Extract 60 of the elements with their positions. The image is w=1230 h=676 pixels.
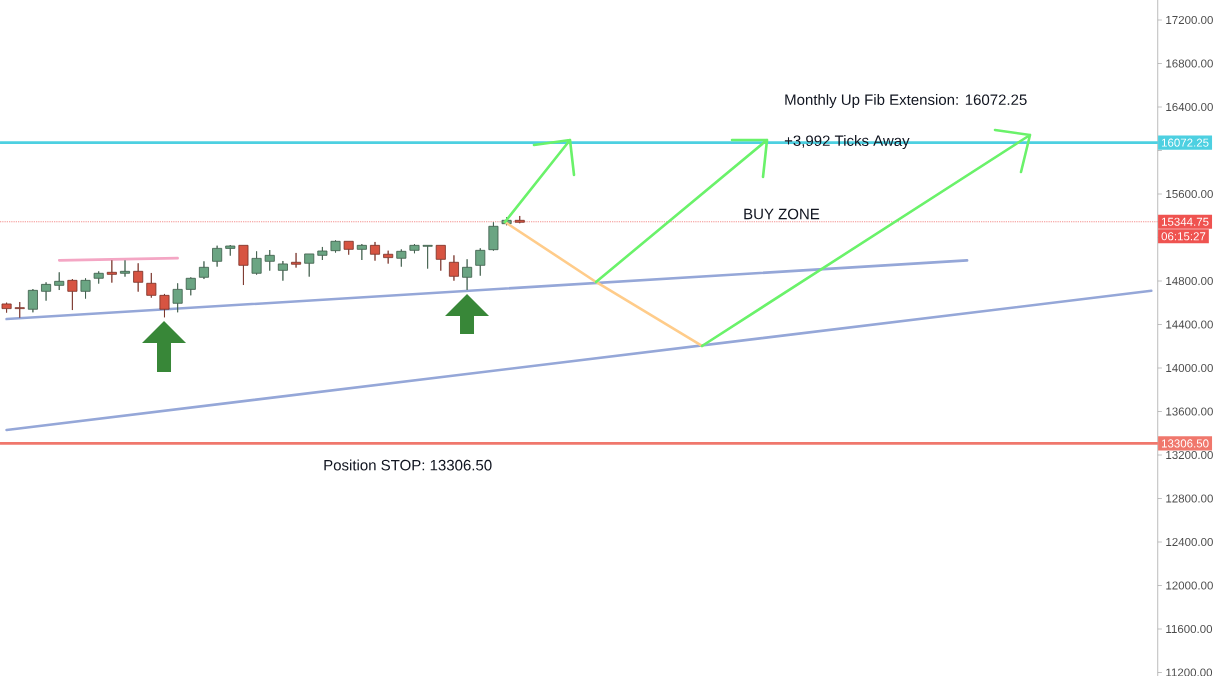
annotation: Monthly Up Fib Extension: 16072.25 <box>785 94 1027 108</box>
candlestick <box>172 282 183 313</box>
candlestick <box>146 272 157 299</box>
candlestick <box>106 259 117 284</box>
y-tick-label: 16800.00 <box>1166 59 1213 68</box>
candlestick <box>41 281 52 302</box>
annotation: Position STOP: 13306.50 <box>324 459 492 471</box>
y-tick-label: 15600.00 <box>1166 189 1213 199</box>
candlestick <box>225 244 236 257</box>
candlestick <box>159 293 170 318</box>
ref-line-label: 13306.50 <box>1161 439 1209 448</box>
y-tick-label: 12400.00 <box>1166 537 1213 547</box>
ref-line-label: 15344.75 <box>1161 217 1209 226</box>
candlestick <box>514 215 525 224</box>
candlestick <box>317 246 328 261</box>
y-tick-label: 14000.00 <box>1166 363 1213 373</box>
candlestick <box>396 248 407 268</box>
candlestick <box>448 254 459 282</box>
candlestick <box>80 277 91 300</box>
candlestick <box>475 247 486 277</box>
candlestick <box>54 271 65 291</box>
candlestick <box>356 243 367 261</box>
candlestick <box>370 241 381 262</box>
y-tick-label: 11600.00 <box>1166 624 1213 634</box>
text: 06:15:27 <box>1161 232 1206 241</box>
candlestick <box>67 278 78 311</box>
candlestick <box>264 249 275 272</box>
candlestick <box>343 240 354 256</box>
candlestick <box>304 253 315 278</box>
candlestick <box>1 302 12 314</box>
candlestick <box>422 244 433 269</box>
candlestick <box>291 252 302 269</box>
candlestick <box>212 245 223 268</box>
y-tick-label: 16400.00 <box>1166 102 1213 112</box>
y-tick-label: 13200.00 <box>1166 450 1213 460</box>
y-tick-label: 13600.00 <box>1166 407 1213 416</box>
candlestick <box>462 258 473 291</box>
candlestick <box>488 221 499 252</box>
candlestick <box>198 260 209 280</box>
candlestick <box>383 250 394 264</box>
candlestick <box>435 244 446 272</box>
candlestick <box>277 260 288 282</box>
y-tick-label: 12800.00 <box>1166 494 1213 503</box>
annotation: BUY ZONE <box>744 208 820 220</box>
candlestick <box>133 262 144 293</box>
y-tick-label: 12000.00 <box>1166 581 1213 590</box>
y-tick-label: 14800.00 <box>1166 276 1213 286</box>
candlestick <box>27 288 38 313</box>
candlestick <box>185 276 196 296</box>
candlestick <box>93 270 104 285</box>
y-tick-label: 17200.00 <box>1166 15 1213 25</box>
ref-line-label: 16072.25 <box>1161 138 1209 147</box>
candlestick <box>409 243 420 254</box>
candlestick <box>238 244 249 286</box>
candlestick <box>251 250 262 276</box>
candlestick <box>14 301 25 319</box>
candlestick <box>120 259 131 278</box>
y-tick-label: 14400.00 <box>1166 320 1213 329</box>
candlestick <box>330 239 341 254</box>
y-tick-label: 11200.00 <box>1166 668 1213 676</box>
